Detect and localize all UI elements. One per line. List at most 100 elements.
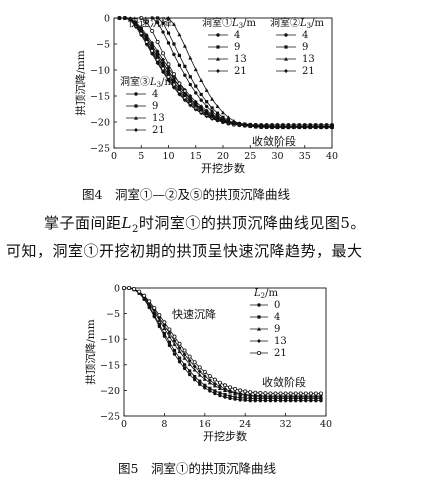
- paragraph-line-1-start: 掌子面间距: [44, 214, 122, 232]
- fig5-data-point: [167, 331, 172, 336]
- fig4-data-point: [171, 85, 176, 90]
- fig4-data-point: [215, 116, 220, 120]
- fig5-data-point: [273, 391, 278, 396]
- fig5-data-point: [258, 390, 263, 395]
- fig5-data-point: [193, 374, 197, 379]
- fig5-legend-entry: 13: [274, 336, 287, 347]
- fig5-data-point: [207, 380, 212, 385]
- fig4-data-point: [254, 123, 258, 127]
- fig5-data-point: [213, 389, 217, 393]
- fig5-data-point: [223, 392, 227, 397]
- fig4-data-point: [286, 123, 290, 127]
- fig4-data-point: [188, 97, 192, 101]
- fig4-data-point: [177, 92, 182, 97]
- fig5-legend-marker: [257, 303, 261, 307]
- fig5-y-axis-label: 拱顶沉降/mm: [84, 319, 97, 384]
- fig4-data-point: [161, 21, 165, 25]
- fig5-series-line: [124, 287, 321, 397]
- fig5-y-tick-label: −10: [100, 335, 120, 346]
- fig4-legend-marker: [284, 45, 288, 49]
- fig5-data-point: [177, 349, 182, 354]
- figure-5-chart: 0 8 16 24 32 400−5−10−15−20−25开挖步数拱顶沉降/mm快速沉降…: [84, 284, 332, 444]
- fig5-data-point: [172, 338, 177, 343]
- paragraph-line-1-end: 时洞室①的拱顶沉降曲线见图5。: [138, 214, 366, 232]
- fig4-data-point: [177, 87, 182, 91]
- fig4-legend-marker: [284, 33, 288, 37]
- fig5-data-point: [202, 374, 207, 379]
- fig4-data-point: [139, 15, 144, 20]
- fig5-data-point: [217, 384, 222, 389]
- fig5-annotation-fast: 快速沉降: [172, 307, 216, 321]
- fig5-data-point: [273, 394, 278, 399]
- fig5-series-line: [124, 287, 321, 394]
- fig5-data-point: [202, 377, 207, 381]
- fig5-data-point: [218, 391, 222, 395]
- fig4-data-point: [281, 123, 285, 127]
- fig5-data-point: [253, 393, 258, 398]
- fig5-data-point: [318, 391, 323, 396]
- fig5-data-point: [293, 394, 298, 399]
- fig5-x-tick-label: 24: [239, 419, 251, 430]
- fig4-data-point: [177, 63, 182, 68]
- fig4-data-point: [145, 35, 149, 39]
- fig5-data-point: [167, 343, 172, 348]
- fig5-data-point: [167, 340, 172, 344]
- fig5-data-point: [298, 391, 303, 396]
- fig4-legend-entry: 9: [302, 42, 308, 53]
- fig4-data-point: [205, 110, 209, 114]
- fig5-data-point: [192, 364, 197, 369]
- fig4-data-point: [259, 123, 263, 127]
- fig4-data-point: [188, 82, 192, 87]
- fig5-data-point: [243, 396, 247, 400]
- fig5-data-point: [212, 381, 217, 386]
- fig5-data-point: [157, 315, 162, 320]
- fig4-data-point: [188, 75, 192, 79]
- fig5-data-point: [122, 285, 127, 290]
- paragraph-symbol-subscript: 2: [131, 224, 139, 235]
- fig5-data-point: [308, 394, 313, 399]
- fig5-data-point: [268, 394, 273, 399]
- fig4-data-point: [166, 31, 171, 35]
- fig5-data-point: [182, 352, 187, 357]
- fig5-data-point: [187, 358, 192, 363]
- fig4-legend-entry: 4: [302, 30, 308, 41]
- fig5-y-tick-label: −20: [100, 386, 120, 397]
- fig4-legend-entry: 21: [234, 66, 247, 77]
- fig5-data-point: [183, 363, 187, 367]
- fig5-data-point: [157, 322, 161, 326]
- fig4-legend-marker: [134, 92, 138, 96]
- fig5-data-point: [248, 390, 253, 395]
- fig4-data-point: [330, 123, 334, 127]
- fig4-x-tick-label: 25: [244, 151, 256, 162]
- fig4-data-point: [215, 104, 220, 108]
- fig5-data-point: [268, 391, 273, 396]
- fig5-data-point: [243, 389, 248, 394]
- fig4-data-point: [177, 85, 181, 89]
- fig5-plot-frame: [123, 287, 327, 417]
- fig4-data-point: [156, 16, 160, 20]
- fig4-data-point: [194, 84, 198, 88]
- fig5-data-point: [288, 394, 293, 399]
- fig4-y-axis-label: 拱顶沉降/mm: [74, 50, 87, 115]
- fig4-data-point: [183, 91, 187, 95]
- fig5-data-point: [303, 394, 308, 399]
- fig5-data-point: [172, 348, 177, 353]
- fig4-data-point: [117, 16, 122, 20]
- fig4-data-point: [308, 123, 312, 127]
- fig5-data-point: [152, 305, 157, 310]
- fig4-data-point: [199, 98, 203, 102]
- fig4-legend-entry: 4: [152, 89, 158, 100]
- fig5-data-point: [198, 382, 202, 386]
- fig4-data-point: [275, 123, 280, 127]
- fig4-legend-marker: [134, 104, 138, 108]
- fig4-data-point: [172, 77, 176, 81]
- fig5-data-point: [217, 380, 222, 385]
- fig5-data-point: [202, 369, 207, 374]
- fig4-data-point: [210, 97, 215, 101]
- fig5-data-point: [293, 391, 298, 396]
- fig5-data-point: [308, 391, 313, 396]
- fig5-data-point: [127, 285, 132, 290]
- fig5-data-point: [162, 331, 166, 336]
- fig5-series-line: [124, 287, 321, 398]
- fig5-data-point: [197, 373, 202, 377]
